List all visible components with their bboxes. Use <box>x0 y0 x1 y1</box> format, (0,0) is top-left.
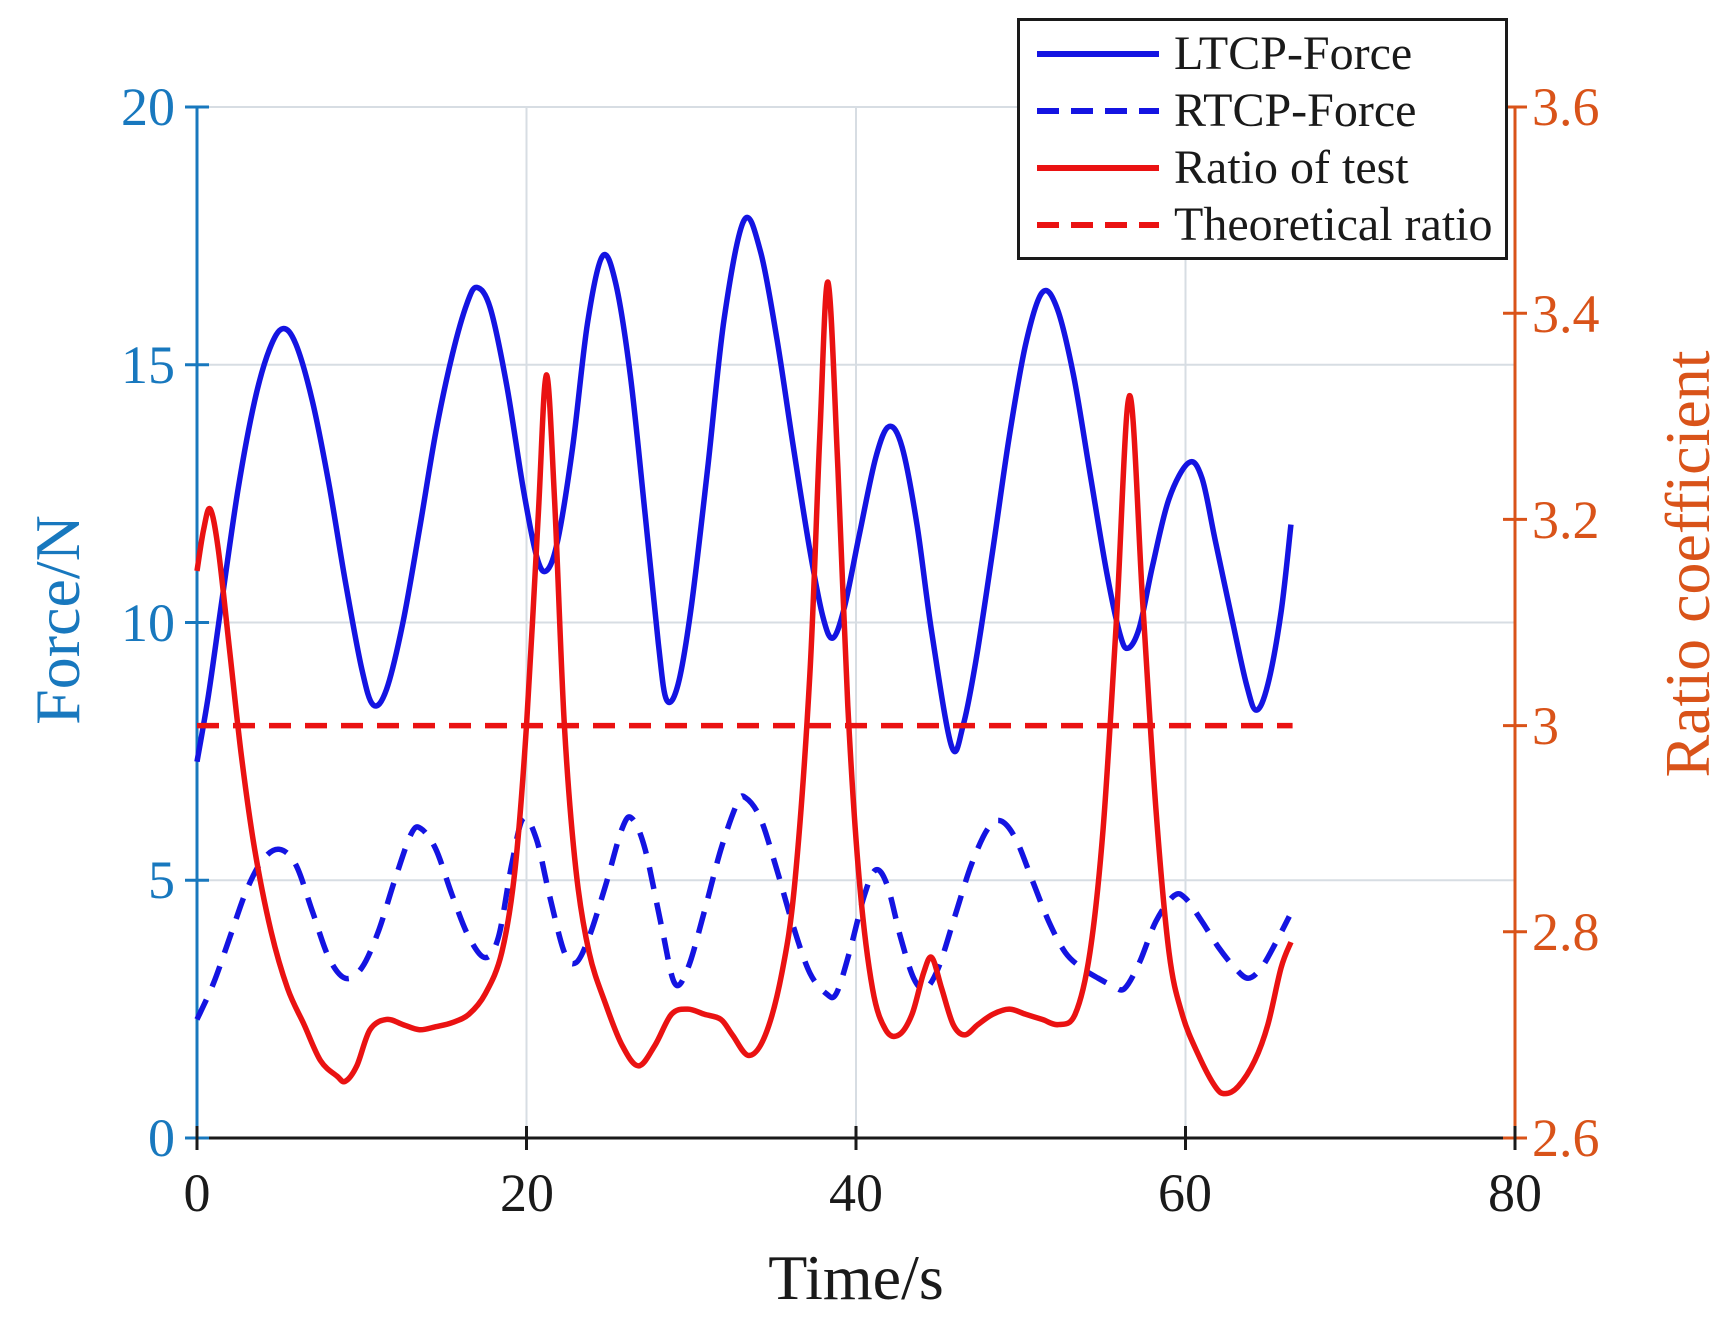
x-tick-0: 0 <box>183 1163 211 1223</box>
legend-line-dashed-blue <box>1037 107 1159 114</box>
y-left-axis-label: Force/N <box>22 515 93 725</box>
y-left-tick-20: 20 <box>121 77 175 137</box>
x-axis-label: Time/s <box>768 1242 944 1313</box>
x-tick-60: 60 <box>1158 1163 1212 1223</box>
legend-label: LTCP-Force <box>1174 26 1413 80</box>
y-right-tick-3: 3 <box>1532 696 1559 756</box>
legend-line-solid-red <box>1037 164 1159 171</box>
legend-label: RTCP-Force <box>1174 83 1417 137</box>
legend-line-dashed-red <box>1037 221 1159 228</box>
legend-row-theoretical: Theoretical ratio <box>1034 197 1499 253</box>
y-left-tick-15: 15 <box>121 335 175 395</box>
legend: LTCP-Force RTCP-Force Ratio of test Theo… <box>1017 18 1508 260</box>
y-right-tick-2.6: 2.6 <box>1532 1108 1600 1168</box>
y-left-tick-0: 0 <box>148 1108 175 1168</box>
y-right-tick-3.6: 3.6 <box>1532 77 1600 137</box>
y-right-tick-2.8: 2.8 <box>1532 902 1600 962</box>
legend-row-ratio: Ratio of test <box>1034 140 1499 196</box>
x-tick-40: 40 <box>829 1163 883 1223</box>
legend-row-rtcp: RTCP-Force <box>1034 83 1499 139</box>
y-right-axis-label: Ratio coefficient <box>1652 350 1723 778</box>
legend-row-ltcp: LTCP-Force <box>1034 26 1499 82</box>
y-right-tick-3.2: 3.2 <box>1532 490 1600 550</box>
y-left-tick-10: 10 <box>121 593 175 653</box>
y-left-tick-5: 5 <box>148 850 175 910</box>
legend-label: Theoretical ratio <box>1174 197 1493 251</box>
y-right-tick-3.4: 3.4 <box>1532 284 1600 344</box>
x-tick-80: 80 <box>1488 1163 1542 1223</box>
legend-line-solid-blue <box>1037 50 1159 57</box>
x-tick-20: 20 <box>500 1163 554 1223</box>
legend-label: Ratio of test <box>1174 140 1409 194</box>
